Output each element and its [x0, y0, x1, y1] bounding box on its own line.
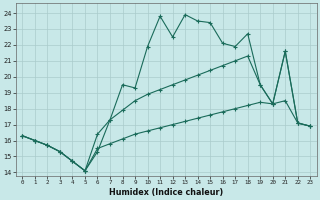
X-axis label: Humidex (Indice chaleur): Humidex (Indice chaleur) [109, 188, 223, 197]
